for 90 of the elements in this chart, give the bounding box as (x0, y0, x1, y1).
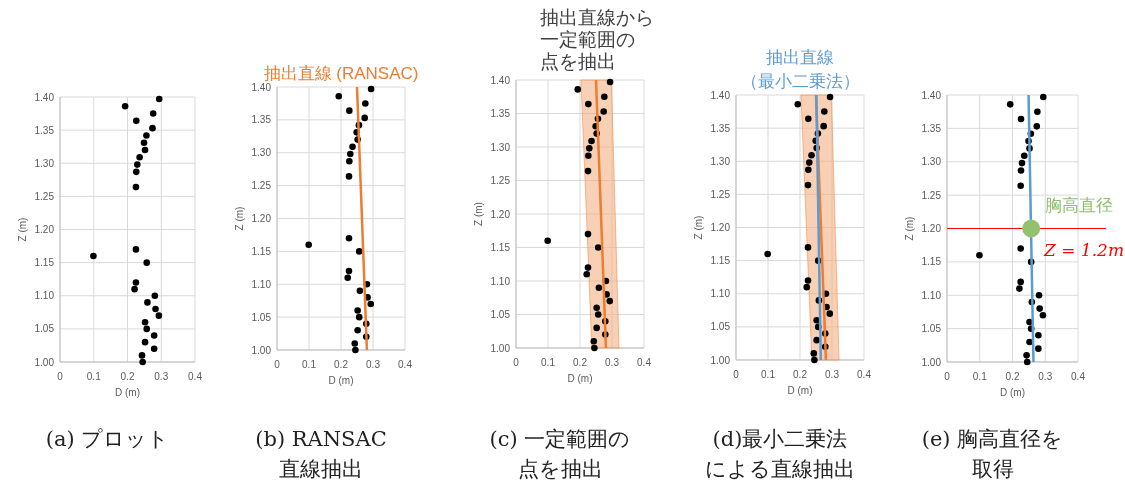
x-tick-label: 0.3 (1038, 371, 1053, 382)
y-tick-label: 1.20 (710, 222, 731, 233)
y-tick-label: 1.25 (490, 175, 511, 186)
y-tick-label: 1.30 (251, 147, 272, 159)
x-tick-label: 0.2 (334, 359, 349, 370)
y-tick-label: 1.35 (490, 108, 511, 119)
text: (a) プロット (45, 427, 170, 451)
y-tick-label: 1.05 (251, 311, 272, 323)
y-tick-label: 1.25 (921, 189, 942, 201)
y-tick-label: 1.10 (710, 288, 731, 300)
y-tick-label: 1.20 (921, 223, 942, 234)
annotation: 胸高直径 (1045, 195, 1114, 215)
y-tick-label: 1.15 (251, 245, 272, 257)
x-axis-title: D (m) (328, 375, 354, 386)
ref-line-label: Z = 1.2m (1043, 239, 1125, 260)
y-tick-label: 1.25 (710, 188, 731, 200)
x-tick-label: 0 (513, 357, 520, 368)
y-tick-label: 1.00 (710, 354, 731, 366)
series-label: 抽出直線 (RANSAC) (263, 64, 419, 83)
y-tick-label: 1.40 (251, 81, 272, 93)
y-axis-title: Z (m) (234, 206, 245, 231)
y-tick-label: 1.20 (251, 213, 272, 224)
y-tick-label: 1.10 (34, 290, 55, 302)
y-axis-title: Z (m) (904, 216, 915, 241)
y-tick-label: 1.05 (490, 309, 511, 320)
series-label: 抽出直線（最小二乗法） (740, 48, 860, 91)
text: (b) RANSAC 直線抽出 (255, 427, 387, 481)
x-tick-label: 0.3 (605, 357, 620, 368)
x-tick-label: 0.1 (761, 369, 776, 380)
x-tick-label: 0 (57, 371, 64, 382)
y-tick-label: 1.20 (490, 208, 511, 220)
y-tick-label: 1.15 (490, 242, 511, 253)
x-tick-label: 0.4 (857, 369, 872, 380)
x-axis-title: D (m) (787, 385, 813, 396)
y-tick-label: 1.35 (251, 114, 272, 126)
y-tick-label: 1.15 (921, 256, 942, 268)
y-tick-label: 1.00 (921, 356, 942, 368)
x-tick-label: 0.3 (154, 371, 169, 382)
chart-title: 抽出直線から一定範囲の点を抽出 (540, 7, 654, 72)
y-tick-label: 1.35 (710, 122, 731, 134)
y-tick-label: 1.10 (921, 289, 942, 301)
y-tick-label: 1.00 (34, 356, 55, 368)
x-tick-label: 0.1 (86, 371, 102, 382)
x-tick-label: 0.2 (120, 371, 135, 382)
y-tick-label: 1.00 (251, 344, 272, 356)
y-tick-label: 1.05 (921, 323, 942, 335)
x-tick-label: 0.2 (1005, 371, 1020, 382)
x-tick-label: 0.4 (637, 357, 652, 368)
y-tick-label: 1.30 (921, 156, 942, 168)
y-tick-label: 1.35 (921, 122, 942, 134)
x-tick-label: 0.3 (825, 369, 840, 380)
x-tick-label: 0 (733, 369, 740, 380)
y-tick-label: 1.30 (490, 141, 511, 153)
y-axis-title: Z (m) (693, 215, 704, 240)
x-tick-label: 0.1 (302, 359, 317, 370)
y-tick-label: 1.10 (251, 278, 272, 290)
text: (d)最小二乗法による直線抽出 (705, 427, 855, 481)
y-tick-label: 1.35 (34, 124, 55, 136)
y-tick-label: 1.40 (921, 89, 942, 101)
x-axis-title: D (m) (115, 387, 140, 398)
y-tick-label: 1.30 (710, 155, 731, 167)
x-tick-label: 0.1 (541, 357, 556, 368)
x-tick-label: 0.3 (366, 359, 381, 370)
y-tick-label: 1.40 (490, 74, 511, 86)
text: (c) 一定範囲の点を抽出 (489, 427, 631, 481)
x-tick-label: 0.4 (1071, 371, 1086, 382)
y-tick-label: 1.40 (34, 91, 55, 103)
y-tick-label: 1.05 (710, 321, 731, 333)
y-axis-title: Z (m) (17, 217, 28, 242)
x-tick-label: 0.4 (398, 359, 413, 370)
y-tick-label: 1.40 (710, 89, 731, 101)
y-tick-label: 1.15 (710, 255, 731, 267)
y-tick-label: 1.15 (34, 257, 55, 269)
x-tick-label: 0.2 (793, 369, 808, 380)
x-axis-title: D (m) (567, 373, 593, 384)
y-tick-label: 1.10 (490, 275, 511, 287)
y-tick-label: 1.25 (251, 180, 272, 192)
text: (e) 胸高直径を取得 (921, 427, 1064, 481)
y-tick-label: 1.05 (34, 323, 55, 335)
x-tick-label: 0.4 (188, 371, 203, 382)
x-tick-label: 0.1 (972, 371, 988, 382)
y-axis-title: Z (m) (473, 202, 484, 226)
x-tick-label: 0 (944, 371, 951, 382)
x-tick-label: 0 (274, 359, 281, 370)
y-tick-label: 1.00 (490, 342, 511, 354)
x-axis-title: D (m) (1000, 387, 1025, 398)
y-tick-label: 1.30 (34, 157, 55, 169)
x-tick-label: 0.2 (573, 357, 588, 368)
y-tick-label: 1.20 (34, 224, 55, 235)
y-tick-label: 1.25 (34, 190, 55, 202)
